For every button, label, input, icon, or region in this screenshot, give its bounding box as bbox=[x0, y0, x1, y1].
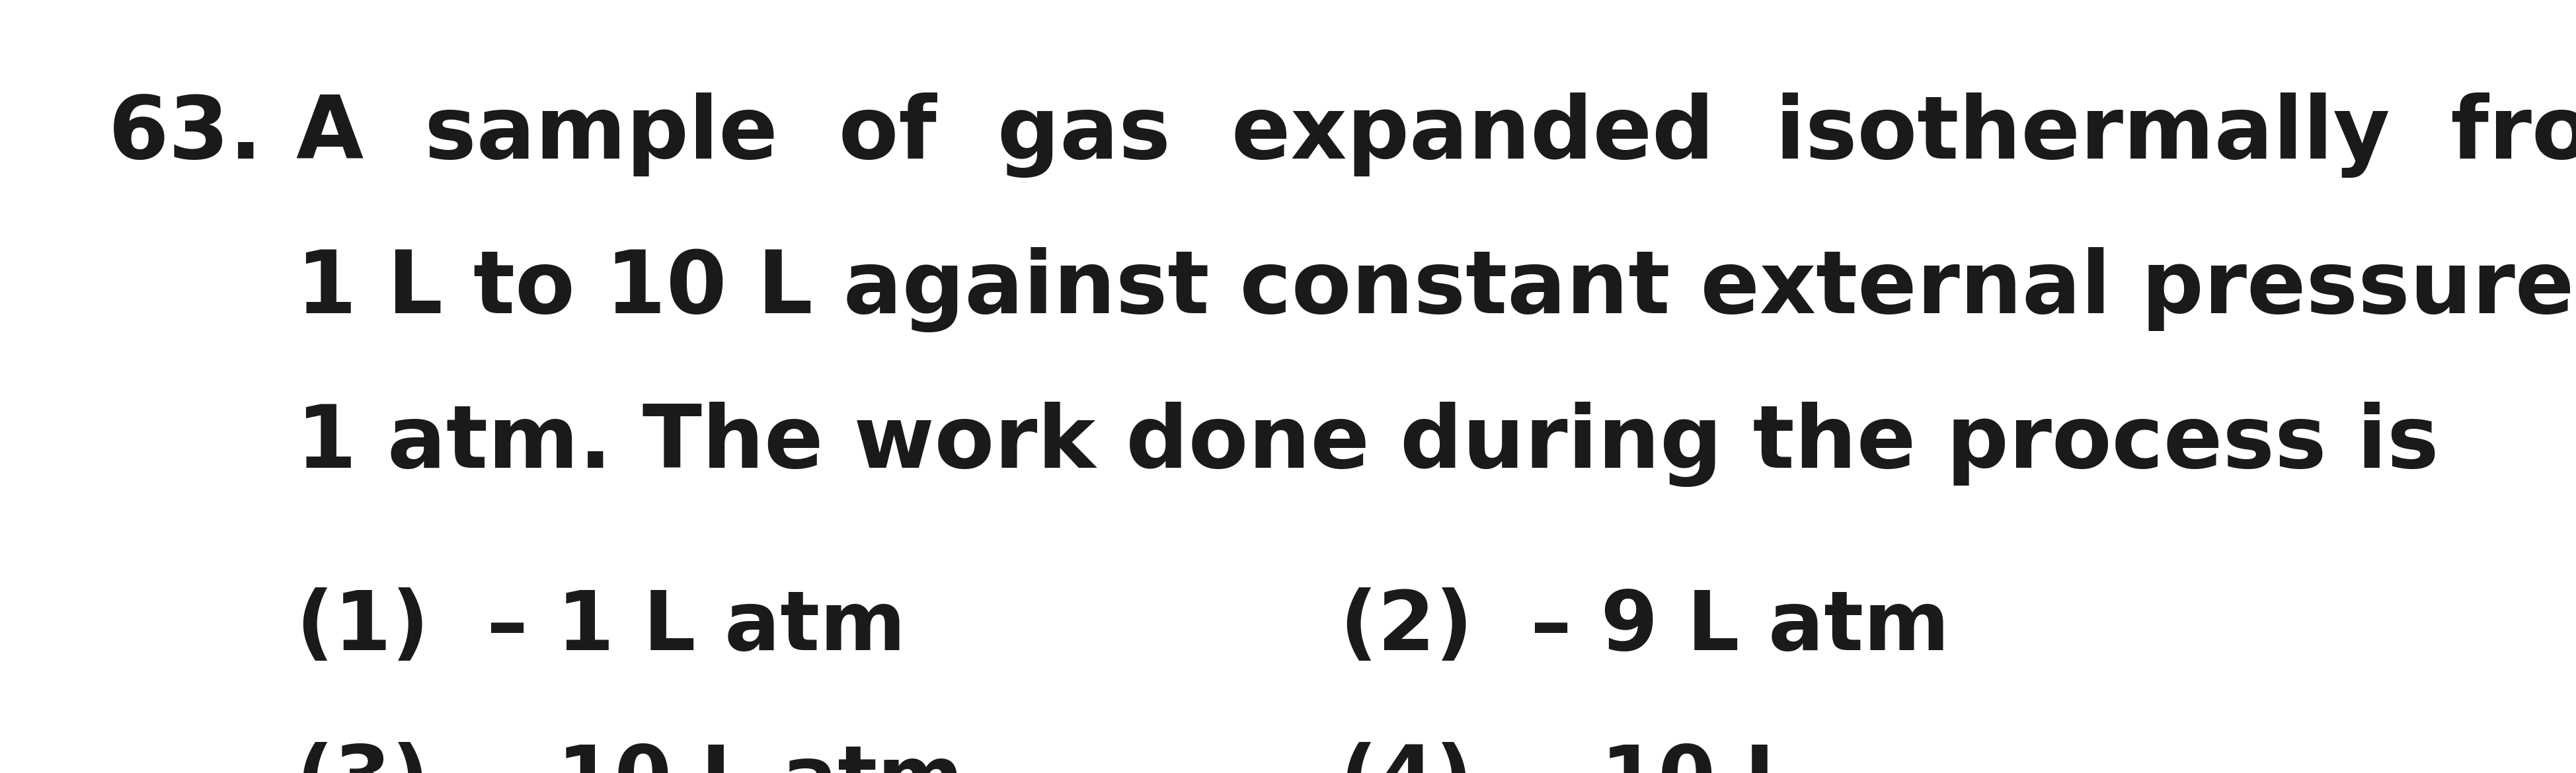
Text: (3)  – 10 L atm: (3) – 10 L atm bbox=[296, 742, 963, 773]
Text: 1 atm. The work done during the process is: 1 atm. The work done during the process … bbox=[296, 402, 2439, 487]
Text: (1)  – 1 L atm: (1) – 1 L atm bbox=[296, 587, 907, 667]
Text: (4)  – 10 J: (4) – 10 J bbox=[1340, 742, 1775, 773]
Text: 63.: 63. bbox=[108, 93, 263, 177]
Text: (2)  – 9 L atm: (2) – 9 L atm bbox=[1340, 587, 1950, 667]
Text: 1 L to 10 L against constant external pressure of: 1 L to 10 L against constant external pr… bbox=[296, 247, 2576, 332]
Text: A  sample  of  gas  expanded  isothermally  from: A sample of gas expanded isothermally fr… bbox=[296, 93, 2576, 178]
